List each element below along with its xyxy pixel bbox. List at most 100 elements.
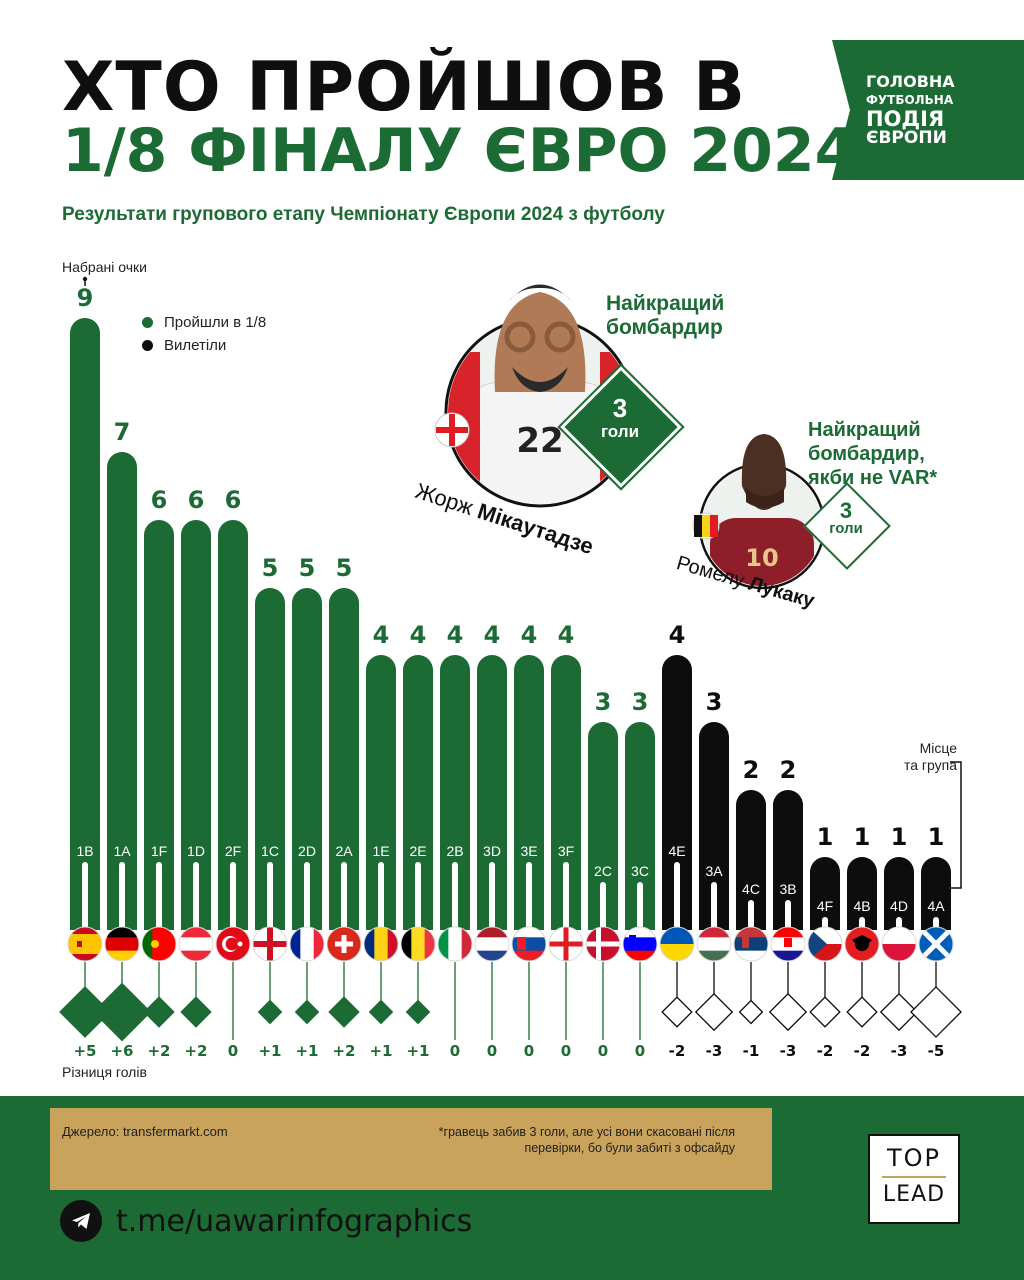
flag-ring-1F <box>141 926 177 962</box>
flag-part <box>142 927 153 961</box>
telegram-link[interactable]: t.me/uawarinfographics <box>116 1203 473 1239</box>
legend-dot-qualified <box>142 317 153 328</box>
bar-slot-1D <box>193 862 199 930</box>
flag-belgium <box>401 927 435 961</box>
flag-part <box>68 944 102 955</box>
goal-diff-diamond-1D <box>180 996 212 1028</box>
bar-2C <box>588 722 618 930</box>
flag-ukraine <box>660 927 694 961</box>
flag-ring-1A <box>104 926 140 962</box>
bar-3D <box>477 655 507 930</box>
goal-diff-label-2A: +2 <box>332 1042 355 1060</box>
group-label-2E: 2E <box>409 843 426 859</box>
flag-ring-1E <box>363 926 399 962</box>
points-label-4A: 1 <box>928 823 945 851</box>
page-title-line2: 1/8 ФІНАЛУ ЄВРО 2024? <box>62 116 892 186</box>
flag-part <box>517 937 526 950</box>
flag-part <box>424 927 435 961</box>
flag-part <box>300 927 315 961</box>
group-label-1B: 1B <box>76 843 93 859</box>
legend-item-qualified: Пройшли в 1/8 <box>142 314 266 331</box>
group-label-3A: 3A <box>705 863 723 879</box>
flag-part <box>734 927 768 938</box>
flag-part <box>151 940 159 948</box>
flag-part <box>105 937 139 952</box>
banner-text: ГОЛОВНА ФУТБОЛЬНА ПОДІЯ ЄВРОПИ <box>866 72 1006 148</box>
goal-diff-label-1E: +1 <box>369 1042 392 1060</box>
points-label-3F: 4 <box>558 621 575 649</box>
flag-ring-4A <box>918 926 954 962</box>
flag-albania <box>845 927 879 961</box>
flag-part <box>105 927 139 938</box>
flag-part <box>68 927 102 935</box>
flag-part <box>461 927 472 961</box>
flag-hungary <box>697 927 731 961</box>
flag-ring-4D <box>881 926 917 962</box>
points-label-2F: 6 <box>225 486 242 514</box>
group-label-4D: 4D <box>890 898 908 914</box>
bar-3A <box>699 722 729 930</box>
flag-part <box>387 927 398 961</box>
bar-slot-2F <box>230 862 236 930</box>
flag-poland <box>882 927 916 961</box>
bar-slot-2E <box>415 862 421 930</box>
flag-ring-2F <box>215 926 251 962</box>
points-label-4B: 1 <box>854 823 871 851</box>
flag-ring-4E <box>659 926 695 962</box>
points-label-1B: 9 <box>77 284 94 312</box>
flag-france <box>290 927 324 961</box>
flag-part <box>549 941 583 947</box>
scorer1-goals-num: 3 <box>612 393 628 423</box>
telegram-link-group[interactable]: t.me/uawarinfographics <box>60 1200 472 1242</box>
goal-diff-diamond-2D <box>294 999 320 1025</box>
flag-part <box>448 927 463 961</box>
flag-austria <box>179 927 213 961</box>
flag-serbia <box>734 927 768 961</box>
banner-ribbon <box>832 40 1024 180</box>
flag-part <box>734 937 768 952</box>
goal-diff-diamond-4D <box>879 992 919 1032</box>
bar-1A <box>107 452 137 930</box>
goal-diff-label-4C: -1 <box>743 1042 760 1060</box>
bar-3C <box>625 722 655 930</box>
place-group-bracket <box>950 761 962 889</box>
bar-4D <box>884 857 914 930</box>
goal-diff-diamond-1C <box>257 999 283 1025</box>
group-label-2D: 2D <box>298 843 316 859</box>
flag-turkey <box>216 927 250 961</box>
goal-diff-diamond-4C <box>738 999 764 1025</box>
bar-slot-3C <box>637 882 643 930</box>
points-label-2A: 5 <box>336 554 353 582</box>
goal-diff-label-4A: -5 <box>928 1042 945 1060</box>
flag-part <box>77 941 82 947</box>
subtitle: Результати групового етапу Чемпіонату Єв… <box>62 204 665 225</box>
points-label-4D: 1 <box>891 823 908 851</box>
group-label-4F: 4F <box>817 898 833 914</box>
scorer2-goals-word: голи <box>829 520 863 537</box>
telegram-icon[interactable] <box>60 1200 102 1242</box>
bar-slot-2A <box>341 862 347 930</box>
bar-2A <box>329 588 359 930</box>
points-label-1E: 4 <box>373 621 390 649</box>
legend-item-eliminated: Вилетіли <box>142 337 266 354</box>
goal-diff-label-3B: -3 <box>780 1042 797 1060</box>
scorer2-caption-l3: якби не VAR* <box>808 467 938 489</box>
flag-portugal <box>142 927 176 961</box>
group-label-4C: 4C <box>742 881 760 897</box>
flag-part <box>475 937 509 952</box>
goal-diff-diamond-1E <box>368 999 394 1025</box>
flag-ring-4C <box>733 926 769 962</box>
goal-diff-diamond-4A <box>910 986 962 1038</box>
points-label-3B: 2 <box>780 756 797 784</box>
flag-part <box>374 927 389 961</box>
points-label-4C: 2 <box>743 756 760 784</box>
goal-diff-label-1B: +5 <box>73 1042 96 1060</box>
points-label-4F: 1 <box>817 823 834 851</box>
bar-slot-1C <box>267 862 273 930</box>
points-label-3A: 3 <box>706 688 723 716</box>
points-label-2E: 4 <box>410 621 427 649</box>
bar-2B <box>440 655 470 930</box>
group-label-2F: 2F <box>225 843 241 859</box>
goal-diff-diamond-3A <box>694 992 734 1032</box>
points-label-1F: 6 <box>151 486 168 514</box>
